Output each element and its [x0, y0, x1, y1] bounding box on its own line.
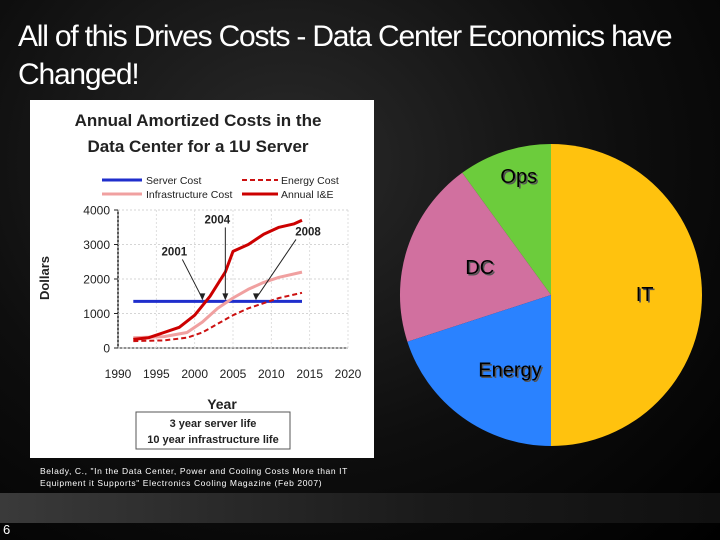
- citation-line-2: Equipment it Supports" Electronics Cooli…: [40, 478, 323, 488]
- cost-chart-figure: Annual Amortized Costs in the Data Cente…: [30, 100, 374, 458]
- pie-slice-dc: [399, 172, 551, 342]
- x-axis-label: Year: [207, 396, 237, 412]
- series-energy-cost: [133, 291, 303, 343]
- y-tick-label-4000: 4000: [83, 204, 110, 218]
- series-layer: [133, 218, 303, 343]
- x-tick-label-2020: 2020: [335, 367, 362, 381]
- annotation-arrowhead-2004: [222, 293, 229, 301]
- y-tick-label-0: 0: [103, 342, 110, 356]
- server-life-note-line-1: 3 year server life: [170, 418, 257, 430]
- pie-label-it: IT: [636, 284, 654, 306]
- annotation-label-2001: 2001: [162, 246, 188, 258]
- pie-label-shadow-ops: Ops: [502, 168, 539, 190]
- annotation-arrow-2008: [255, 239, 297, 299]
- annotation-layer: 2001 2004 2008: [162, 214, 321, 301]
- server-life-note-line-2: 10 year infrastructure life: [147, 434, 278, 446]
- chart-title-line-2: Data Center for a 1U Server: [87, 137, 308, 156]
- legend-label-energy: Energy Cost: [281, 175, 339, 187]
- slide-title-line-1: All of this Drives Costs - Data Center E…: [18, 20, 673, 53]
- slide-title-line-2: Changed!: [18, 58, 140, 91]
- series-infrastructure-cost: [133, 270, 303, 340]
- annotation-arrowhead-2008: [253, 293, 259, 301]
- annotation-arrowhead-2001: [199, 293, 206, 301]
- x-tick-labels: 1990 1995 2000 2005 2010 2015 2020: [105, 367, 362, 381]
- legend-label-infrastructure: Infrastructure Cost: [146, 189, 232, 201]
- legend-label-server: Server Cost: [146, 175, 202, 187]
- y-tick-labels: 0 1000 2000 3000 4000: [83, 204, 118, 356]
- legend-label-annual: Annual I&E: [281, 189, 334, 201]
- pie-slices: [399, 143, 702, 446]
- x-tick-label-2015: 2015: [296, 367, 323, 381]
- y-axis-label: Dollars: [37, 256, 52, 300]
- server-life-note-box: [135, 411, 291, 450]
- pie-slice-it: [551, 144, 702, 446]
- annotation-label-2004: 2004: [205, 214, 231, 226]
- series-annual-i-e: [133, 218, 303, 341]
- slide-title: All of this Drives Costs - Data Center E…: [18, 18, 718, 94]
- y-tick-label-3000: 3000: [83, 238, 110, 252]
- x-tick-label-1995: 1995: [143, 367, 170, 381]
- footer-bar: [0, 493, 720, 523]
- pie-label-ops: Ops: [500, 166, 537, 188]
- citation-line-1: Belady, C., "In the Data Center, Power a…: [40, 466, 348, 476]
- x-tick-label-1990: 1990: [105, 367, 132, 381]
- cost-breakdown-pie: Ops Ops DC DC Energy Energy IT IT: [398, 143, 708, 458]
- pie-label-shadow-dc: DC: [467, 258, 496, 280]
- pie-label-energy: Energy: [478, 360, 541, 382]
- pie-slice-ops: [462, 143, 551, 295]
- pie-label-dc: DC: [465, 257, 494, 279]
- x-tick-label-2010: 2010: [258, 367, 285, 381]
- pie-label-shadow-energy: Energy: [480, 361, 543, 383]
- y-tick-label-1000: 1000: [83, 307, 110, 321]
- annotation-arrow-2001: [181, 259, 203, 299]
- y-tick-label-2000: 2000: [83, 273, 110, 287]
- x-tick-label-2000: 2000: [181, 367, 208, 381]
- pie-slice-energy: [407, 295, 551, 446]
- annotation-label-2008: 2008: [295, 226, 321, 238]
- pie-label-shadow-it: IT: [637, 286, 655, 308]
- slide-number: 6: [3, 522, 11, 537]
- x-tick-label-2005: 2005: [220, 367, 247, 381]
- chart-title-line-1: Annual Amortized Costs in the: [75, 111, 322, 130]
- chart-legend: Server Cost Infrastructure Cost Energy C…: [102, 175, 339, 201]
- citation: Belady, C., "In the Data Center, Power a…: [40, 465, 380, 489]
- cost-line-chart: Annual Amortized Costs in the Data Cente…: [37, 111, 362, 450]
